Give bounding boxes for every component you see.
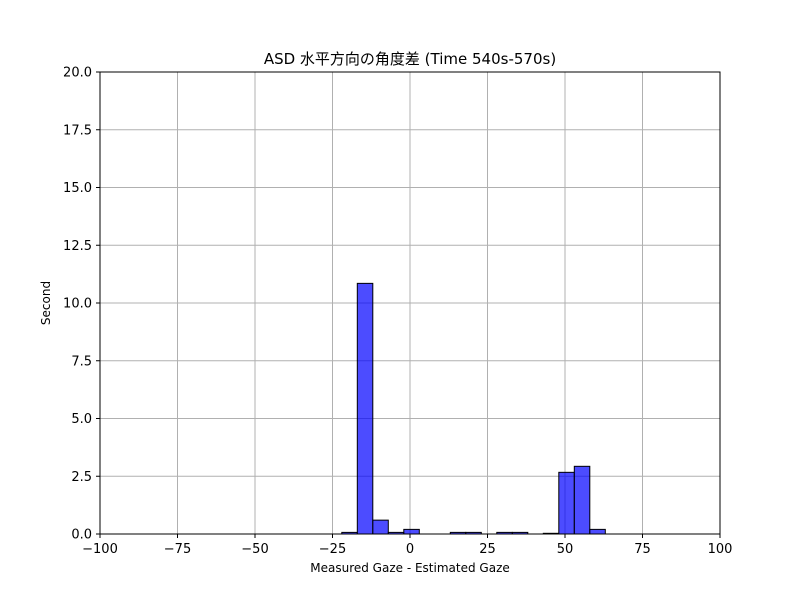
x-tick-label: −50 — [241, 542, 268, 557]
y-tick-label: 12.5 — [63, 239, 92, 254]
histogram-bar — [372, 519, 389, 535]
x-tick-label: 100 — [708, 542, 733, 557]
histogram-bar — [356, 282, 374, 535]
histogram-bar — [403, 528, 420, 535]
x-tick-label: 75 — [634, 542, 651, 557]
chart-title: ASD 水平方向の角度差 (Time 540s-570s) — [264, 50, 556, 68]
x-tick-label: −25 — [319, 542, 346, 557]
y-tick-label: 0.0 — [71, 528, 92, 543]
histogram-bar — [589, 528, 606, 535]
y-tick-label: 10.0 — [63, 297, 92, 312]
histogram-bar — [558, 471, 575, 535]
x-axis-label: Measured Gaze - Estimated Gaze — [310, 561, 510, 575]
y-axis-ticks: 0.0 2.5 5.0 7.5 10.0 12.5 15.0 17.5 20.0 — [63, 66, 100, 543]
x-tick-label: 50 — [557, 542, 574, 557]
y-tick-label: 20.0 — [63, 66, 92, 81]
y-axis-label: Second — [39, 281, 53, 325]
histogram-bar — [573, 465, 591, 535]
y-tick-label: 15.0 — [63, 181, 92, 196]
x-tick-label: 25 — [479, 542, 496, 557]
histogram-bars — [341, 282, 606, 535]
x-tick-label: −75 — [164, 542, 191, 557]
y-tick-label: 5.0 — [71, 412, 92, 427]
y-tick-label: 17.5 — [63, 123, 92, 138]
y-tick-label: 2.5 — [71, 470, 92, 485]
x-axis-ticks: −100 −75 −50 −25 0 25 50 75 100 — [82, 534, 732, 557]
y-tick-label: 7.5 — [71, 354, 92, 369]
x-tick-label: 0 — [406, 542, 414, 557]
x-tick-label: −100 — [82, 542, 118, 557]
